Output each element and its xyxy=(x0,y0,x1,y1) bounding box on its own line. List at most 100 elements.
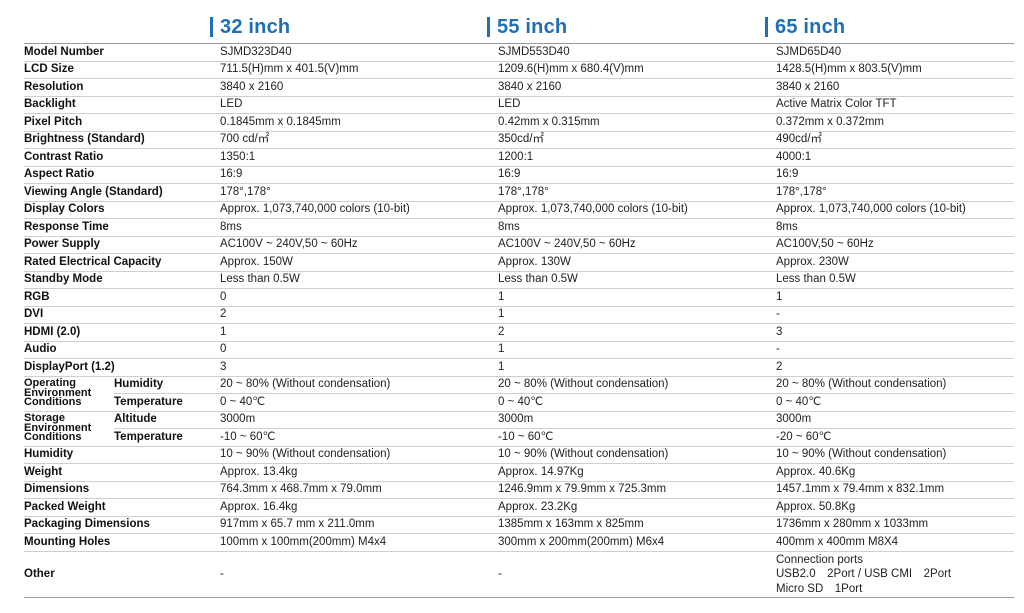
spec-table-body: Model Number SJMD323D40 SJMD553D40 SJMD65D4… xyxy=(24,43,1014,598)
spec-row: Storage Environment Conditions Altitude 30… xyxy=(24,411,1014,447)
spec-value: Less than 0.5W xyxy=(776,271,1014,289)
spec-label: Mounting Holes xyxy=(24,533,220,552)
spec-row: Dimensions 764.3mm x 468.7mm x 79.0mm 1246… xyxy=(24,481,1014,499)
accent-bar xyxy=(210,17,213,37)
spec-value: 917mm x 65.7 mm x 211.0mm xyxy=(220,516,498,534)
spec-value: Approx. 23.2Kg xyxy=(498,498,776,517)
spec-value: SJMD323D40 xyxy=(220,43,498,62)
spec-value: 8ms xyxy=(498,218,776,237)
spec-label: Contrast Ratio xyxy=(24,148,220,167)
spec-value: 2 xyxy=(498,323,776,342)
spec-value: 1209.6(H)mm x 680.4(V)mm xyxy=(498,61,776,79)
spec-row-other: Other - - Connection ports USB2.0 2Port / US… xyxy=(24,551,1014,598)
spec-row: Backlight LED LED Active Matrix Color TFT xyxy=(24,96,1014,114)
spec-value: 1350:1 xyxy=(220,148,498,167)
spec-row: Weight Approx. 13.4kg Approx. 14.97Kg Appro… xyxy=(24,463,1014,482)
column-header-55: 55 inch xyxy=(487,14,567,40)
spec-value: 0.42mm x 0.315mm xyxy=(498,113,776,132)
spec-value: Approx. 14.97Kg xyxy=(498,463,776,482)
spec-row: DisplayPort (1.2) 3 1 2 xyxy=(24,358,1014,377)
spec-value: 3000m xyxy=(498,411,776,429)
spec-row: DVI 2 1- xyxy=(24,306,1014,324)
spec-value: AC100V ~ 240V,50 ~ 60Hz xyxy=(498,236,776,254)
column-title-55: 55 inch xyxy=(497,15,568,38)
spec-value: 16:9 xyxy=(498,166,776,184)
spec-value: 20 ~ 80% (Without condensation) xyxy=(776,376,1014,394)
spec-row: Rated Electrical Capacity Approx. 150W App… xyxy=(24,253,1014,272)
spec-value: 16:9 xyxy=(776,166,1014,184)
spec-value: 1 xyxy=(220,323,498,342)
spec-value: 3840 x 2160 xyxy=(220,78,498,97)
spec-value: 700 cd/㎡ xyxy=(220,131,498,149)
spec-value: Approx. 1,073,740,000 colors (10-bit) xyxy=(220,201,498,219)
column-headers: 32 inch 55 inch 65 inch xyxy=(0,14,1024,42)
spec-label: Rated Electrical Capacity xyxy=(24,253,220,272)
spec-row: Standby Mode Less than 0.5W Less than 0.5W… xyxy=(24,271,1014,289)
spec-value: AC100V ~ 240V,50 ~ 60Hz xyxy=(220,236,498,254)
spec-value: 4000:1 xyxy=(776,148,1014,167)
spec-value: 1 xyxy=(776,288,1014,307)
spec-value: Approx. 16.4kg xyxy=(220,498,498,517)
spec-value: 3 xyxy=(776,323,1014,342)
spec-value: 178°,178° xyxy=(776,183,1014,202)
spec-value: 400mm x 400mm M8X4 xyxy=(776,533,1014,552)
spec-value: 1385mm x 163mm x 825mm xyxy=(498,516,776,534)
spec-value: 3840 x 2160 xyxy=(498,78,776,97)
spec-label: Other xyxy=(24,551,220,598)
spec-value: Approx. 130W xyxy=(498,253,776,272)
spec-value: Approx. 40.6Kg xyxy=(776,463,1014,482)
spec-label: Response Time xyxy=(24,218,220,237)
spec-label: Display Colors xyxy=(24,201,220,219)
group-label: Storage Environment Conditions xyxy=(24,411,114,447)
spec-value: Approx. 1,073,740,000 colors (10-bit) xyxy=(498,201,776,219)
spec-label: Backlight xyxy=(24,96,220,114)
spec-value: 8ms xyxy=(220,218,498,237)
spec-value: AC100V,50 ~ 60Hz xyxy=(776,236,1014,254)
spec-label: Packed Weight xyxy=(24,498,220,517)
accent-bar xyxy=(487,17,490,37)
spec-value-line: USB2.0 2Port / USB CMI 2Port xyxy=(776,568,952,580)
spec-value: - xyxy=(776,306,1014,324)
spec-value: 350cd/㎡ xyxy=(498,131,776,149)
spec-value: Less than 0.5W xyxy=(498,271,776,289)
spec-row: Viewing Angle (Standard) 178°,178° 178°,17… xyxy=(24,183,1014,202)
spec-value: Less than 0.5W xyxy=(220,271,498,289)
spec-value: 2 xyxy=(220,306,498,324)
spec-row: Packed Weight Approx. 16.4kg Approx. 23.2K… xyxy=(24,498,1014,517)
spec-value: 178°,178° xyxy=(220,183,498,202)
spec-label: RGB xyxy=(24,288,220,307)
spec-value: 3000m xyxy=(776,411,1014,429)
spec-row: Brightness (Standard) 700 cd/㎡ 350cd/㎡ 490c… xyxy=(24,131,1014,149)
spec-value: SJMD553D40 xyxy=(498,43,776,62)
spec-value: 764.3mm x 468.7mm x 79.0mm xyxy=(220,481,498,499)
spec-sublabel: Temperature xyxy=(114,428,220,447)
spec-row: Response Time 8ms 8ms 8ms xyxy=(24,218,1014,237)
spec-value: LED xyxy=(498,96,776,114)
spec-value: 100mm x 100mm(200mm) M4x4 xyxy=(220,533,498,552)
spec-value: 178°,178° xyxy=(498,183,776,202)
column-title-65: 65 inch xyxy=(775,15,846,38)
spec-value: 1457.1mm x 79.4mm x 832.1mm xyxy=(776,481,1014,499)
spec-row: Resolution 3840 x 2160 3840 x 2160 3840 x 2… xyxy=(24,78,1014,97)
spec-value: Approx. 150W xyxy=(220,253,498,272)
spec-value-multiline: Connection ports USB2.0 2Port / USB CMI 2… xyxy=(776,551,1014,598)
spec-value: - xyxy=(498,551,776,598)
spec-value: Active Matrix Color TFT xyxy=(776,96,1014,114)
spec-row: LCD Size 711.5(H)mm x 401.5(V)mm 1209.6(H)… xyxy=(24,61,1014,79)
spec-row: Power Supply AC100V ~ 240V,50 ~ 60Hz AC100… xyxy=(24,236,1014,254)
spec-value: -10 ~ 60℃ xyxy=(220,428,498,447)
spec-value: 10 ~ 90% (Without condensation) xyxy=(498,446,776,464)
spec-row: Contrast Ratio 1350:1 1200:1 4000:1 xyxy=(24,148,1014,167)
spec-row: Temperature -10 ~ 60℃ -10 ~ 60℃ -20 ~ 60℃ xyxy=(24,428,1014,447)
spec-label: Aspect Ratio xyxy=(24,166,220,184)
spec-row: Model Number SJMD323D40 SJMD553D40 SJMD65D4… xyxy=(24,43,1014,62)
spec-value: Approx. 1,073,740,000 colors (10-bit) xyxy=(776,201,1014,219)
spec-value: 3840 x 2160 xyxy=(776,78,1014,97)
spec-table: Model Number SJMD323D40 SJMD553D40 SJMD65D4… xyxy=(24,43,1014,598)
spec-value: 711.5(H)mm x 401.5(V)mm xyxy=(220,61,498,79)
spec-label: Standby Mode xyxy=(24,271,220,289)
accent-bar xyxy=(765,17,768,37)
spec-value: 20 ~ 80% (Without condensation) xyxy=(220,376,498,394)
spec-value: 0 ~ 40℃ xyxy=(776,393,1014,412)
spec-value: 8ms xyxy=(776,218,1014,237)
